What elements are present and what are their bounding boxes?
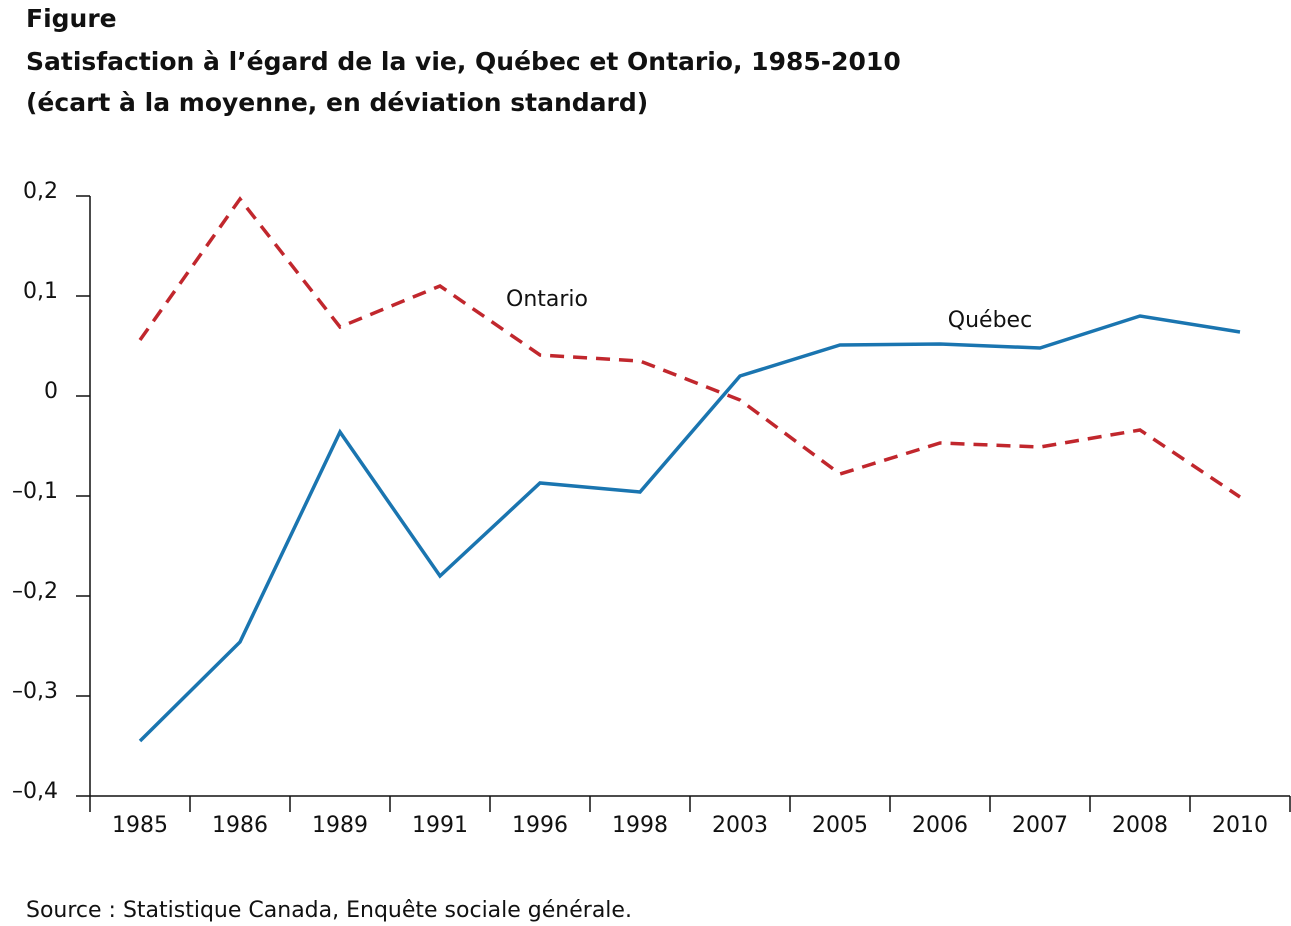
y-tick-label: –0,3	[12, 679, 58, 704]
x-tick-label: 1989	[312, 813, 368, 838]
y-tick-label: 0	[44, 379, 58, 404]
x-tick-label: 1998	[612, 813, 668, 838]
x-tick-label: 2007	[1012, 813, 1068, 838]
x-tick-label: 2008	[1112, 813, 1168, 838]
chart-subtitle: Satisfaction à l’égard de la vie, Québec…	[26, 47, 901, 76]
y-tick-label: 0,2	[23, 179, 58, 204]
x-tick-label: 1985	[112, 813, 168, 838]
series-label: Québec	[948, 308, 1032, 333]
data-line	[138, 196, 1241, 499]
x-tick-label: 1991	[412, 813, 468, 838]
y-tick-label: –0,2	[12, 579, 58, 604]
x-tick-label: 2010	[1212, 813, 1268, 838]
source-note: Source : Statistique Canada, Enquête soc…	[26, 898, 632, 923]
x-tick-label: 2006	[912, 813, 968, 838]
y-tick-label: 0,1	[23, 279, 58, 304]
data-line	[138, 314, 1241, 743]
x-tick-label: 2005	[812, 813, 868, 838]
x-tick-label: 1986	[212, 813, 268, 838]
x-tick-label: 1996	[512, 813, 568, 838]
series-label: Ontario	[506, 287, 588, 312]
chart-title: Figure	[26, 4, 117, 33]
y-tick-label: –0,1	[12, 479, 58, 504]
y-tick-label: –0,4	[12, 779, 58, 804]
chart-subtitle: (écart à la moyenne, en déviation standa…	[26, 88, 648, 117]
x-tick-label: 2003	[712, 813, 768, 838]
